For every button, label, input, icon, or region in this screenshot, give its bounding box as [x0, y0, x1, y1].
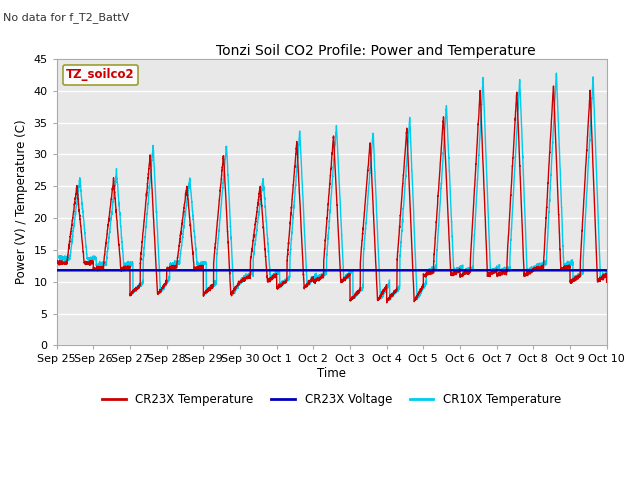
Text: No data for f_T2_BattV: No data for f_T2_BattV: [3, 12, 129, 23]
Legend: CR23X Temperature, CR23X Voltage, CR10X Temperature: CR23X Temperature, CR23X Voltage, CR10X …: [98, 388, 566, 411]
X-axis label: Time: Time: [317, 367, 346, 380]
Y-axis label: Power (V) / Temperature (C): Power (V) / Temperature (C): [15, 120, 28, 285]
Title: Tonzi Soil CO2 Profile: Power and Temperature: Tonzi Soil CO2 Profile: Power and Temper…: [216, 44, 536, 58]
